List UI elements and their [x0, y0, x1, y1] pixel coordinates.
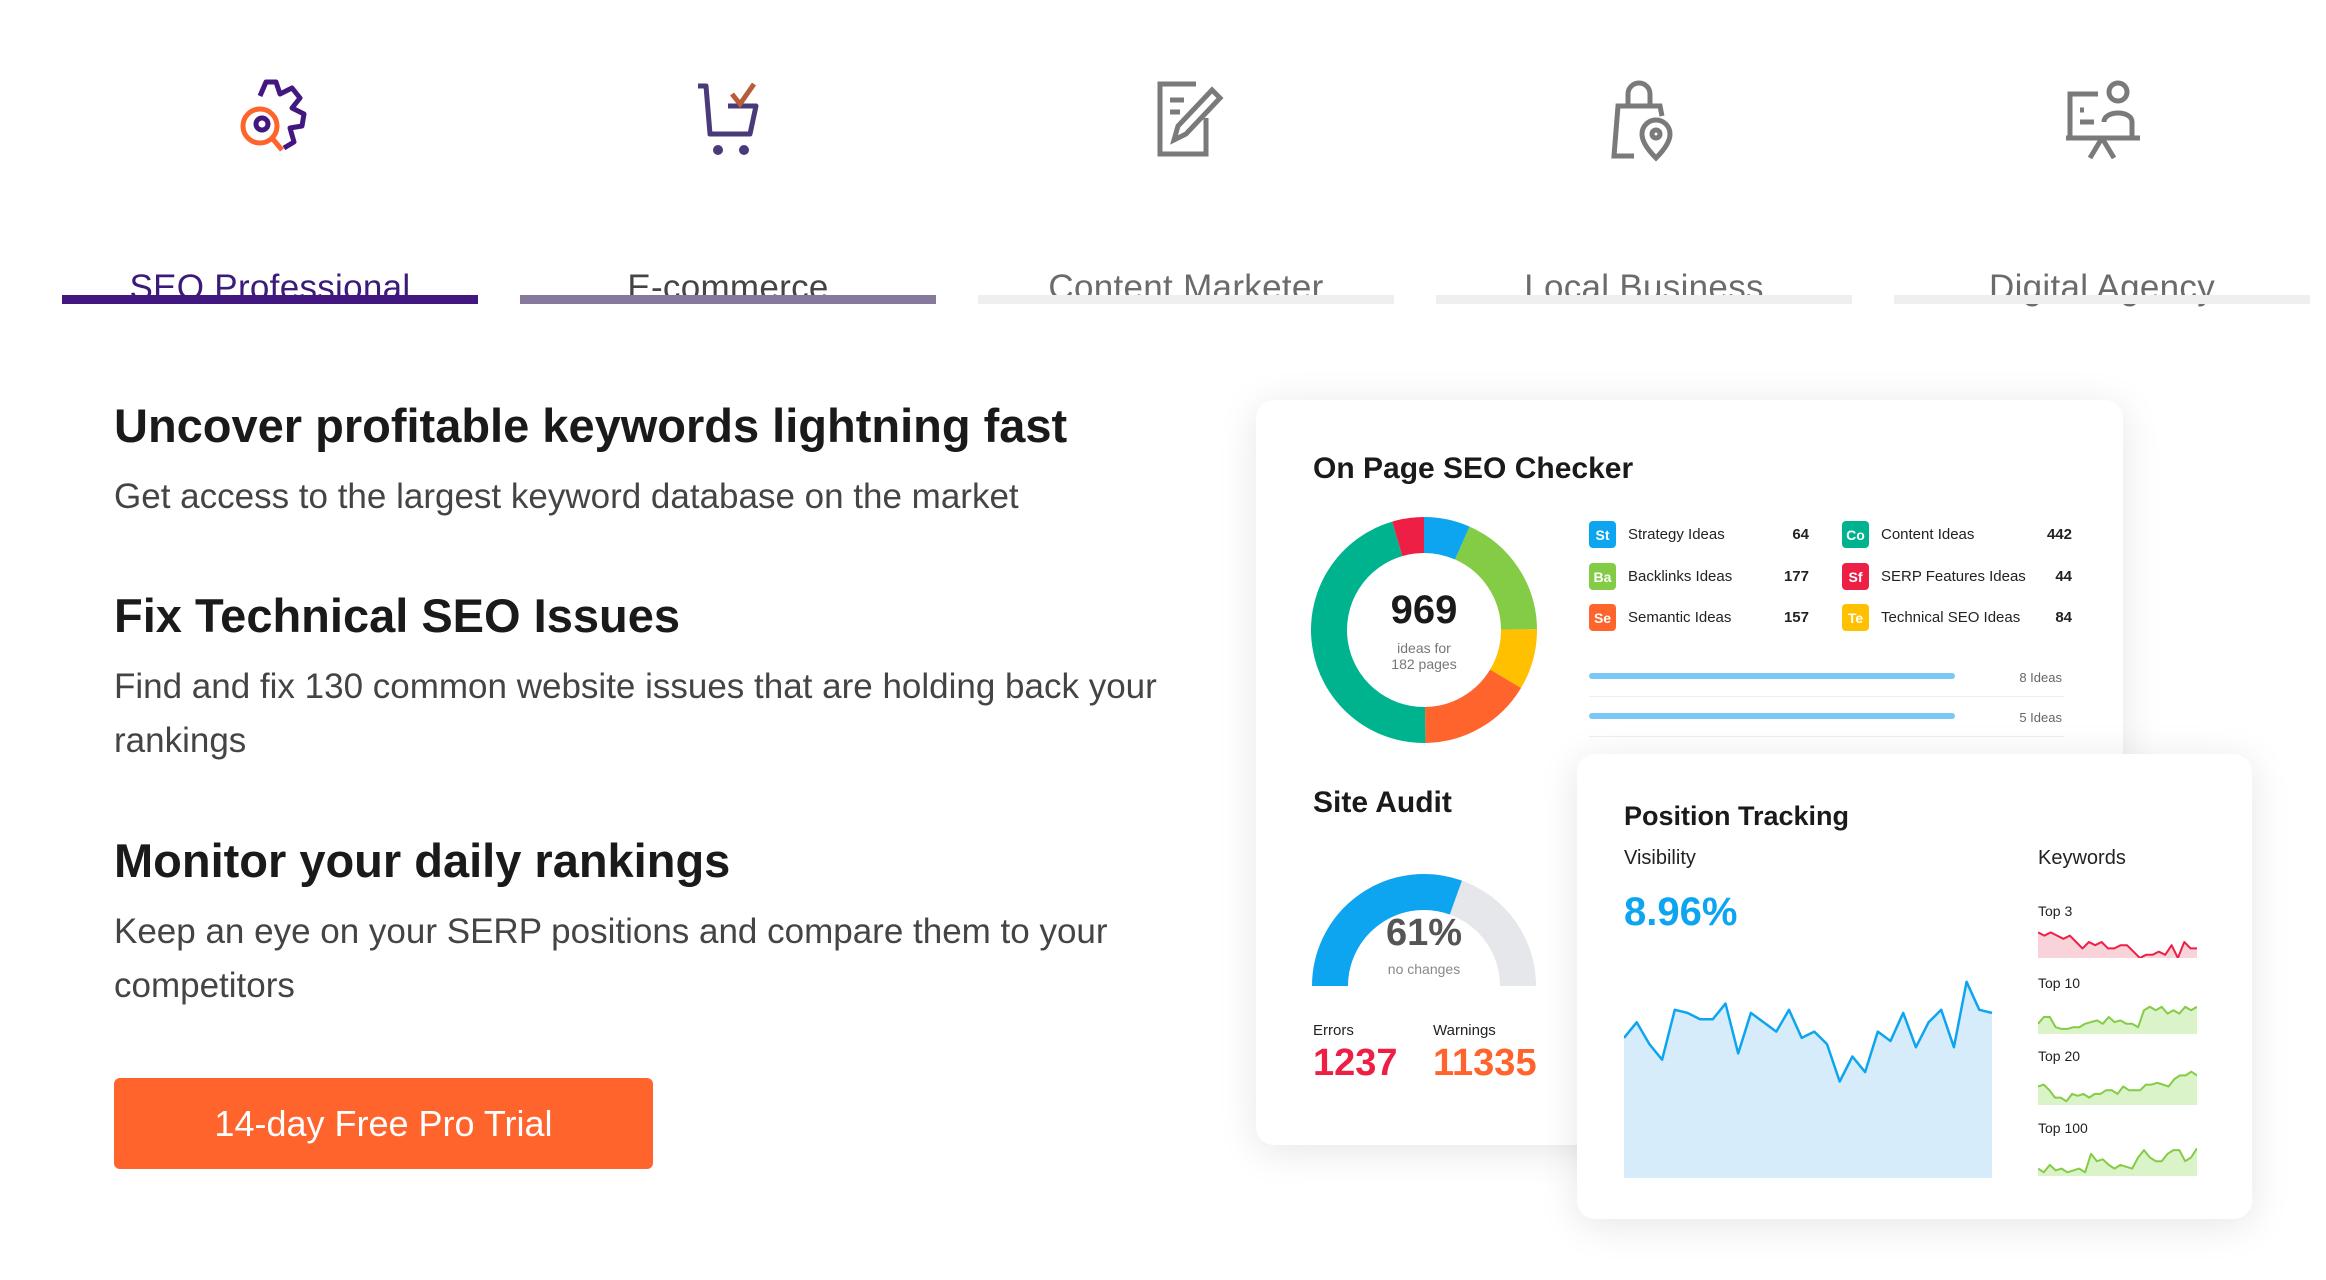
legend-value: 442 — [2046, 526, 2072, 543]
legend-label: Backlinks Ideas — [1628, 568, 1733, 585]
tab-indicator — [1894, 295, 2310, 304]
tab-indicator — [520, 295, 936, 304]
trend-line — [2038, 931, 2197, 958]
legend-value: 157 — [1783, 609, 1809, 626]
tab-ecommerce[interactable]: E-commerce — [520, 60, 936, 310]
position-tracking-title: Position Tracking — [1624, 801, 1850, 831]
legend-badge: Co — [1842, 521, 1869, 548]
site-audit-title: Site Audit — [1313, 786, 1452, 819]
keywords-label: Keywords — [2038, 847, 2126, 869]
tab-seo-professional[interactable]: SEO Professional — [62, 60, 478, 310]
legend-label: Semantic Ideas — [1628, 609, 1732, 626]
tab-indicator — [1436, 295, 1852, 304]
donut-segment-St — [1423, 517, 1470, 560]
legend-badge: Te — [1842, 604, 1869, 631]
area-fill — [2038, 1071, 2197, 1105]
sparkline-label: Top 20 — [2038, 1048, 2081, 1064]
tab-indicator — [978, 295, 1394, 304]
sparkline-label: Top 100 — [2038, 1120, 2088, 1136]
donut-segment-Sf — [1392, 517, 1425, 557]
legend-item: Sf SERP Features Ideas 44 — [1842, 563, 2072, 590]
divider — [1589, 736, 2064, 737]
legend-label: Strategy Ideas — [1628, 526, 1725, 543]
ideas-bar-label: 8 Ideas — [2019, 670, 2062, 685]
feature-title: Monitor your daily rankings — [114, 834, 731, 887]
tab-digital-agency[interactable]: Digital Agency — [1894, 60, 2310, 310]
divider — [1589, 696, 2064, 697]
warnings-label: Warnings — [1433, 1022, 1496, 1039]
free-trial-button[interactable]: 14-day Free Pro Trial — [114, 1078, 653, 1169]
tab-content-marketer[interactable]: Content Marketer — [978, 60, 1394, 310]
legend-item: Te Technical SEO Ideas 84 — [1842, 604, 2072, 631]
ideas-bar — [1589, 673, 1955, 679]
visibility-chart — [1624, 980, 1992, 1178]
ideas-sub2: 182 pages — [1391, 656, 1457, 672]
legend-badge: Ba — [1589, 563, 1616, 590]
site-audit-gauge — [1312, 874, 1536, 987]
feature-title: Uncover profitable keywords lightning fa… — [114, 399, 1068, 452]
tab-local-business[interactable]: Local Business — [1436, 60, 1852, 310]
ideas-total: 969 — [1390, 588, 1458, 632]
sparkline-chart — [2038, 931, 2197, 958]
visibility-label: Visibility — [1624, 847, 1696, 869]
presentation-person-icon — [2066, 80, 2140, 160]
feature-text: Keep an eye on your SERP positions and c… — [114, 912, 1108, 1005]
cart-check-icon — [698, 82, 759, 155]
legend-badge: Se — [1589, 604, 1616, 631]
sparkline-chart — [2038, 1005, 2197, 1034]
donut-segment-Ba — [1454, 526, 1537, 631]
legend-item: Co Content Ideas 442 — [1842, 521, 2072, 548]
legend-value: 64 — [1792, 526, 1809, 543]
sparkline-chart — [2038, 1147, 2197, 1176]
tab-indicator — [62, 295, 478, 304]
sparkline-chart — [2038, 1070, 2197, 1105]
legend-badge: Sf — [1842, 563, 1869, 590]
on-page-seo-title: On Page SEO Checker — [1313, 452, 1634, 485]
legend-value: 44 — [2055, 568, 2072, 585]
legend-item: Se Semantic Ideas 157 — [1589, 604, 1809, 631]
donut-segment-Te — [1489, 628, 1537, 688]
area-fill — [2038, 932, 2197, 958]
legend-value: 177 — [1783, 568, 1809, 585]
donut-segment-Se — [1424, 668, 1521, 743]
legend-item: Ba Backlinks Ideas 177 — [1589, 563, 1809, 590]
legend-label: Technical SEO Ideas — [1881, 609, 2021, 626]
warnings-value: 11335 — [1433, 1042, 1537, 1084]
trend-line — [1624, 980, 1992, 1083]
feature-text: Find and fix 130 common website issues t… — [114, 667, 1157, 760]
site-audit-percent: 61% — [1385, 912, 1463, 954]
gauge-fill — [1312, 874, 1462, 987]
area-fill — [1624, 981, 1992, 1178]
trend-line — [2038, 1147, 2197, 1174]
legend-label: Content Ideas — [1881, 526, 1975, 543]
site-audit-status: no changes — [1387, 961, 1461, 977]
ideas-donut-chart — [1311, 517, 1537, 743]
feature-text: Get access to the largest keyword databa… — [114, 477, 1019, 516]
sparkline-label: Top 10 — [2038, 975, 2081, 991]
ideas-sub1: ideas for — [1397, 640, 1451, 656]
legend-item: St Strategy Ideas 64 — [1589, 521, 1809, 548]
ideas-bar-label: 5 Ideas — [2019, 710, 2062, 725]
gear-search-icon — [240, 79, 307, 152]
errors-value: 1237 — [1313, 1042, 1398, 1084]
edit-document-icon — [1157, 81, 1224, 157]
bag-location-icon — [1611, 80, 1673, 162]
legend-value: 84 — [2055, 609, 2072, 626]
trend-line — [2038, 1070, 2197, 1103]
area-fill — [2038, 1006, 2197, 1034]
feature-title: Fix Technical SEO Issues — [114, 589, 680, 642]
visibility-value: 8.96% — [1624, 890, 1738, 934]
ideas-bar — [1589, 713, 1955, 719]
errors-label: Errors — [1313, 1022, 1354, 1039]
legend-label: SERP Features Ideas — [1881, 568, 2026, 585]
donut-segment-Co — [1311, 521, 1426, 743]
legend-badge: St — [1589, 521, 1616, 548]
area-fill — [2038, 1148, 2197, 1176]
sparkline-label: Top 3 — [2038, 903, 2073, 919]
trend-line — [2038, 1005, 2197, 1030]
